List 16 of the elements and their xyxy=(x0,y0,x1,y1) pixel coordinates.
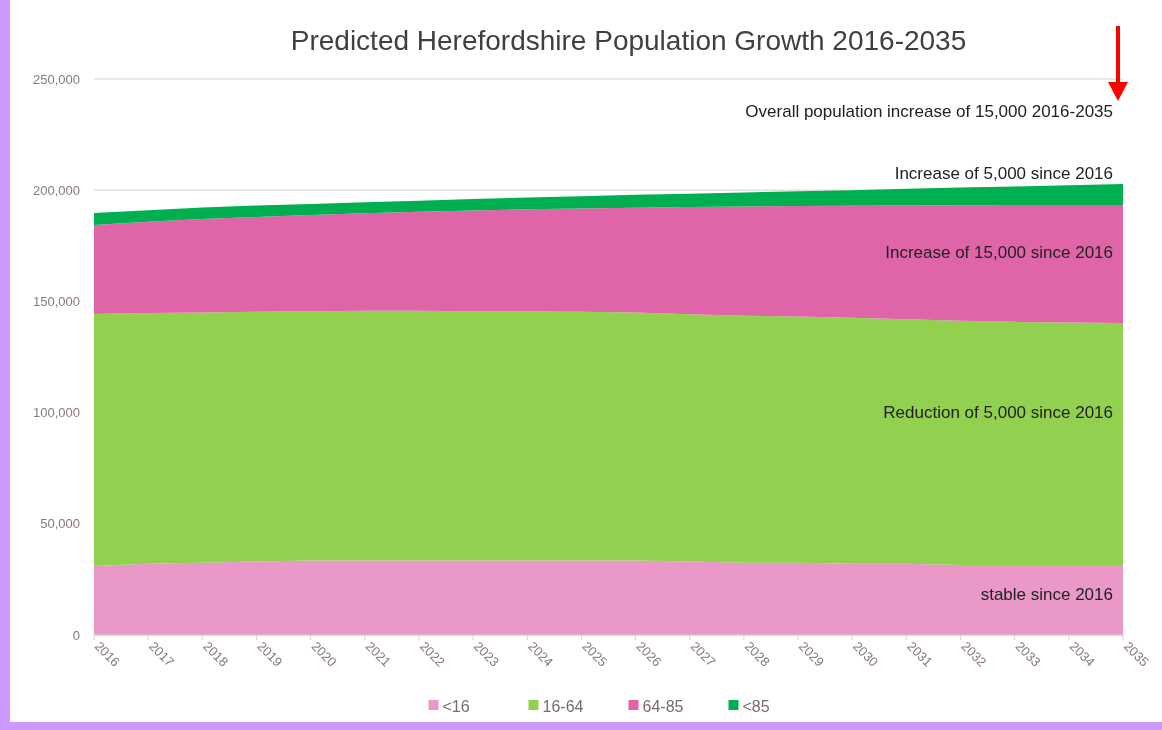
y-tick-label: 50,000 xyxy=(40,516,80,532)
annotation: Overall population increase of 15,000 2016-2035 xyxy=(745,101,1113,121)
legend-label: <16 xyxy=(442,697,470,715)
legend-label: 64-85 xyxy=(642,697,684,715)
annotation: stable since 2016 xyxy=(980,585,1113,605)
y-tick-label: 150,000 xyxy=(33,293,80,309)
annotation: Reduction of 5,000 since 2016 xyxy=(883,402,1113,422)
y-tick-label: 200,000 xyxy=(33,182,80,198)
legend-label: 16-64 xyxy=(542,697,584,715)
y-tick-label: 100,000 xyxy=(33,405,80,421)
chart-title: Predicted Herefordshire Population Growth 2016-2035 xyxy=(290,25,967,56)
annotation: Increase of 5,000 since 2016 xyxy=(894,163,1113,183)
annotation: Increase of 15,000 since 2016 xyxy=(885,242,1113,262)
y-tick-label: 0 xyxy=(72,627,80,643)
y-tick-label: 250,000 xyxy=(33,71,80,87)
legend-label: <85 xyxy=(742,697,770,715)
